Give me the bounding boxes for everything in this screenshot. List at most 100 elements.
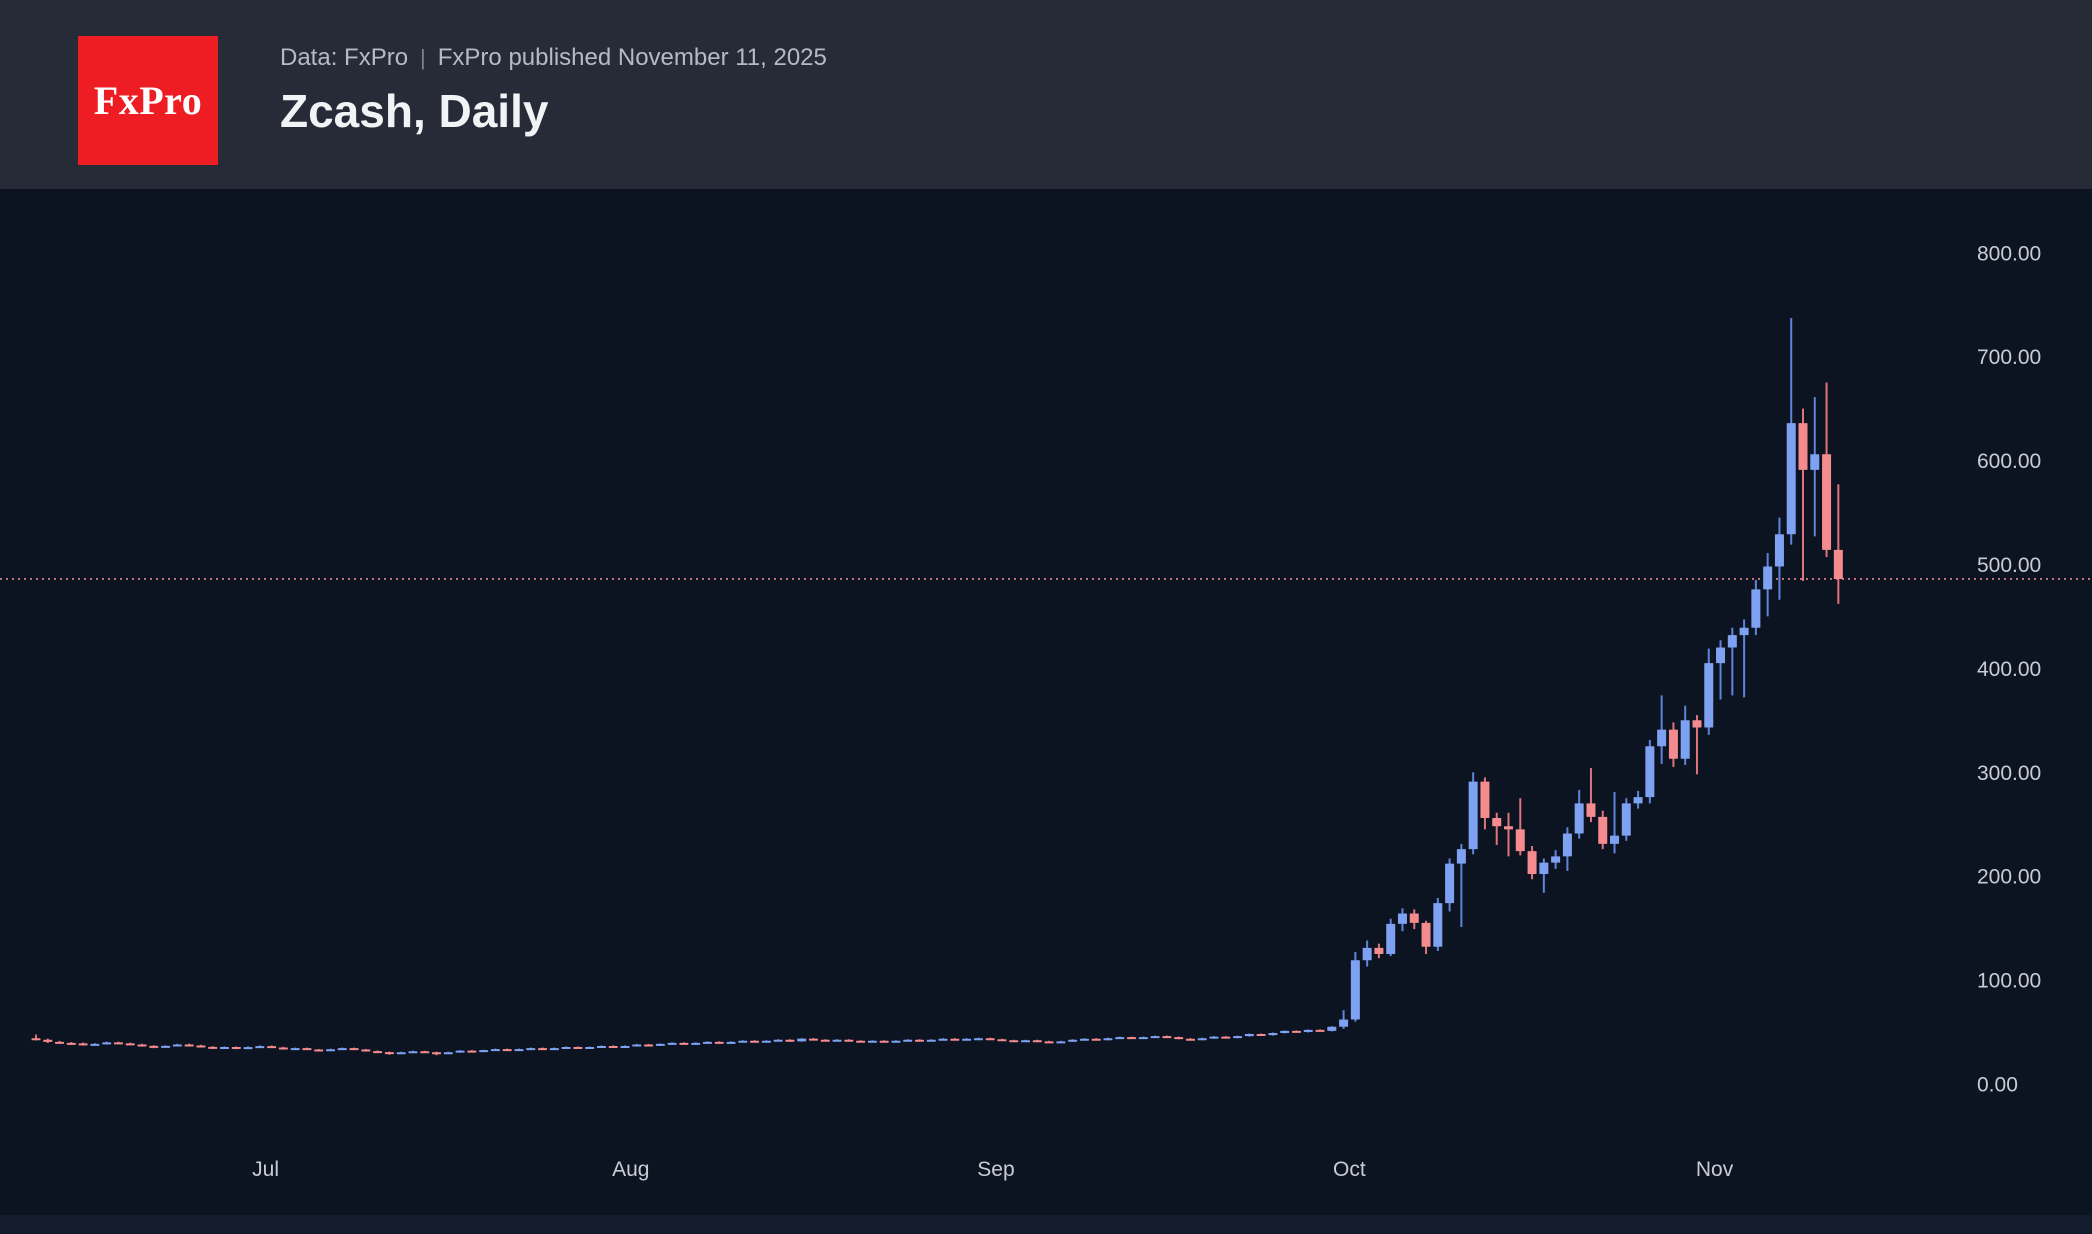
candle — [1374, 947, 1384, 955]
y-axis-tick-label: 0.00 — [1977, 1074, 2018, 1097]
candle — [396, 1052, 406, 1055]
candle — [1339, 1019, 1349, 1027]
candle — [1680, 720, 1690, 759]
candle — [1539, 862, 1549, 875]
candle — [337, 1048, 347, 1051]
candle — [997, 1039, 1007, 1042]
candle — [408, 1051, 418, 1054]
candle — [1822, 454, 1832, 550]
candle — [1127, 1037, 1137, 1040]
candle — [113, 1042, 123, 1045]
candle — [1456, 849, 1466, 864]
candle — [443, 1052, 453, 1055]
candle — [384, 1052, 394, 1055]
candle — [514, 1049, 524, 1052]
candle — [1280, 1030, 1290, 1034]
y-axis-tick-label: 600.00 — [1977, 450, 2041, 473]
candle — [1103, 1038, 1113, 1041]
candle — [255, 1046, 265, 1049]
candle — [326, 1049, 335, 1052]
candle — [1610, 835, 1620, 844]
candle — [585, 1047, 595, 1050]
candle — [1551, 856, 1561, 863]
candle — [78, 1043, 88, 1046]
candle — [1032, 1040, 1042, 1043]
candle — [1409, 913, 1419, 923]
candle — [1362, 947, 1372, 961]
candle — [1763, 566, 1773, 590]
candle — [31, 1038, 41, 1041]
candle — [915, 1039, 924, 1042]
candle — [490, 1049, 500, 1052]
candle — [1150, 1036, 1160, 1039]
y-axis-tick-label: 200.00 — [1977, 866, 2041, 889]
candle — [1079, 1038, 1089, 1041]
candle — [1727, 635, 1737, 648]
candle — [785, 1039, 795, 1042]
candle — [820, 1039, 830, 1042]
candlestick-canvas: 800.00 700.00 600.00 500.00 400.00 300.00 200.… — [0, 242, 2092, 1181]
candle — [879, 1040, 889, 1043]
candle — [349, 1048, 359, 1051]
candle — [314, 1049, 324, 1052]
candle — [1291, 1030, 1301, 1033]
candle — [538, 1048, 548, 1051]
candle — [655, 1043, 665, 1046]
candle — [137, 1044, 147, 1047]
candle — [561, 1047, 571, 1050]
candle — [620, 1045, 630, 1048]
candle — [302, 1048, 312, 1051]
candle — [938, 1038, 948, 1041]
candle — [1704, 663, 1714, 728]
candle — [738, 1040, 748, 1043]
candle — [1633, 797, 1643, 804]
y-axis-tick-label: 500.00 — [1977, 554, 2041, 577]
candle — [1174, 1037, 1184, 1040]
candle — [1256, 1034, 1266, 1037]
candle — [1798, 423, 1808, 470]
source-line: Data: FxPro | FxPro published November 11,… — [280, 44, 827, 72]
candle — [891, 1040, 901, 1043]
candle — [1115, 1037, 1125, 1040]
candle — [644, 1044, 654, 1047]
candle — [196, 1045, 206, 1048]
x-axis-month-label: Aug — [612, 1158, 649, 1181]
candle — [172, 1044, 182, 1047]
y-axis-tick-label: 100.00 — [1977, 970, 2041, 993]
candle — [1021, 1040, 1031, 1043]
candle — [432, 1052, 442, 1055]
x-axis-month-label: Nov — [1696, 1158, 1734, 1181]
source-separator-icon: | — [420, 45, 426, 70]
candle — [66, 1042, 76, 1045]
x-axis-labels: Jul Aug Sep Oct Nov — [252, 1158, 1734, 1181]
candle — [903, 1039, 913, 1042]
candle — [797, 1038, 807, 1042]
candle — [962, 1038, 972, 1041]
candle — [1692, 720, 1702, 728]
y-axis-tick-label: 700.00 — [1977, 346, 2041, 369]
candle — [1315, 1029, 1325, 1032]
candle — [679, 1042, 689, 1045]
candle — [867, 1040, 877, 1043]
price-chart[interactable]: 800.00 700.00 600.00 500.00 400.00 300.00 200.… — [0, 189, 2092, 1215]
candle — [950, 1038, 960, 1041]
header-text-block: Data: FxPro | FxPro published November 11,… — [280, 44, 827, 136]
x-axis-month-label: Jul — [252, 1158, 279, 1181]
candle — [1303, 1029, 1313, 1032]
candle — [231, 1047, 241, 1050]
x-axis-month-label: Oct — [1333, 1158, 1366, 1181]
candle — [1739, 627, 1749, 636]
candle — [1657, 729, 1667, 747]
candle — [1504, 826, 1513, 830]
candle — [1527, 851, 1537, 875]
candle — [1645, 746, 1655, 798]
candle — [702, 1041, 712, 1044]
candle — [750, 1040, 760, 1043]
x-axis-month-label: Sep — [977, 1158, 1014, 1181]
candle — [1197, 1038, 1207, 1041]
candle — [479, 1050, 489, 1053]
candle — [1598, 816, 1608, 844]
candle — [1056, 1041, 1066, 1044]
candle — [844, 1039, 854, 1042]
